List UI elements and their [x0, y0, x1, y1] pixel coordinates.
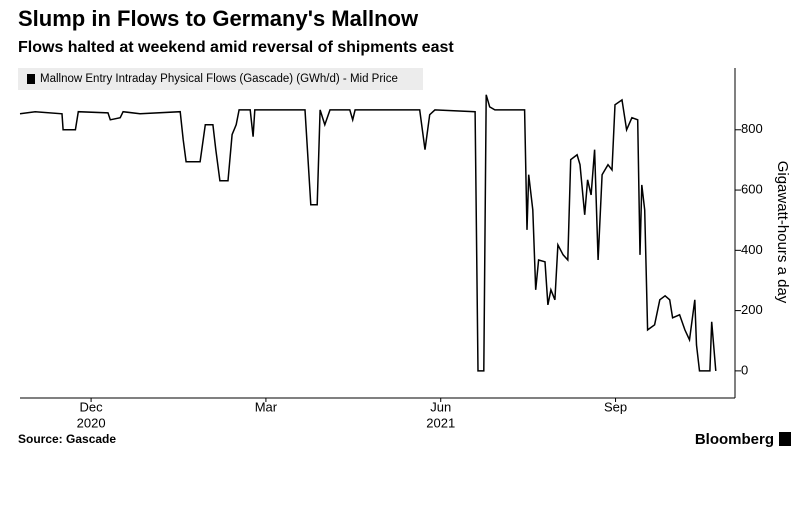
x-tick-label: Sep — [604, 399, 627, 414]
y-tick-label: 600 — [741, 181, 763, 196]
line-series — [19, 94, 717, 372]
y-tick-label: 800 — [741, 121, 763, 136]
brand: Bloomberg — [695, 431, 774, 448]
legend-box — [18, 68, 423, 90]
x-year-label: 2020 — [77, 415, 106, 430]
chart-subtitle: Flows halted at weekend amid reversal of… — [18, 39, 454, 56]
y-axis-title: Gigawatt-hours a day — [774, 161, 791, 304]
x-year-label: 2021 — [426, 415, 455, 430]
y-tick-label: 0 — [741, 362, 748, 377]
chart-title: Slump in Flows to Germany's Mallnow — [18, 6, 419, 31]
x-tick-label: Jun — [430, 399, 451, 414]
brand-icon — [779, 432, 791, 446]
y-tick-label: 400 — [741, 242, 763, 257]
y-tick-label: 200 — [741, 302, 763, 317]
legend-swatch — [27, 74, 35, 84]
legend-label: Mallnow Entry Intraday Physical Flows (G… — [40, 73, 398, 85]
source: Source: Gascade — [18, 432, 116, 446]
x-tick-label: Mar — [255, 399, 278, 414]
x-tick-label: Dec — [80, 399, 104, 414]
